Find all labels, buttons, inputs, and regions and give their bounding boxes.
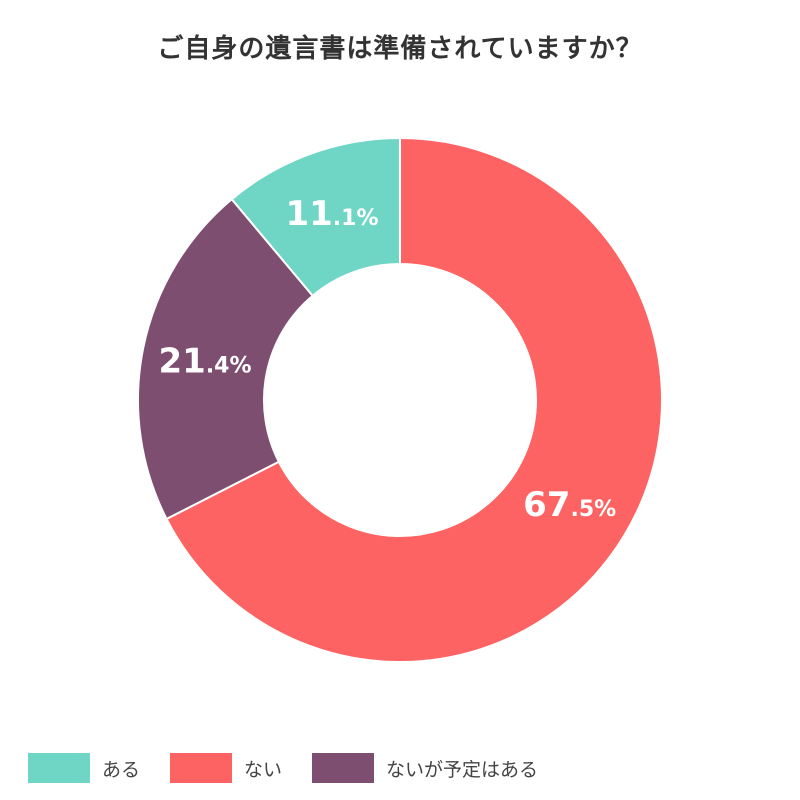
legend-item-0: ある xyxy=(28,753,140,783)
slice-2 xyxy=(137,197,315,521)
legend-label-0: ある xyxy=(102,758,141,781)
legend-label-2: ないが予定はある xyxy=(386,758,539,781)
slice-label-2: 21.4% xyxy=(158,341,251,381)
legend-swatch-1 xyxy=(170,753,233,783)
slice-label-0: 11.1% xyxy=(285,194,378,234)
legend-swatch-0 xyxy=(28,753,90,783)
slice-0 xyxy=(230,136,401,298)
slice-label-1: 67.5% xyxy=(523,485,616,525)
legend-swatch-2 xyxy=(312,753,375,783)
legend-item-2: ないが予定はある xyxy=(312,753,538,783)
legend-item-1: ない xyxy=(170,753,282,783)
slice-1 xyxy=(165,136,663,663)
legend-label-1: ない xyxy=(244,758,283,781)
chart-title: ご自身の遺言書は準備されていますか？ xyxy=(157,34,643,64)
chart-legend: ある ない ないが予定はある xyxy=(28,752,568,784)
